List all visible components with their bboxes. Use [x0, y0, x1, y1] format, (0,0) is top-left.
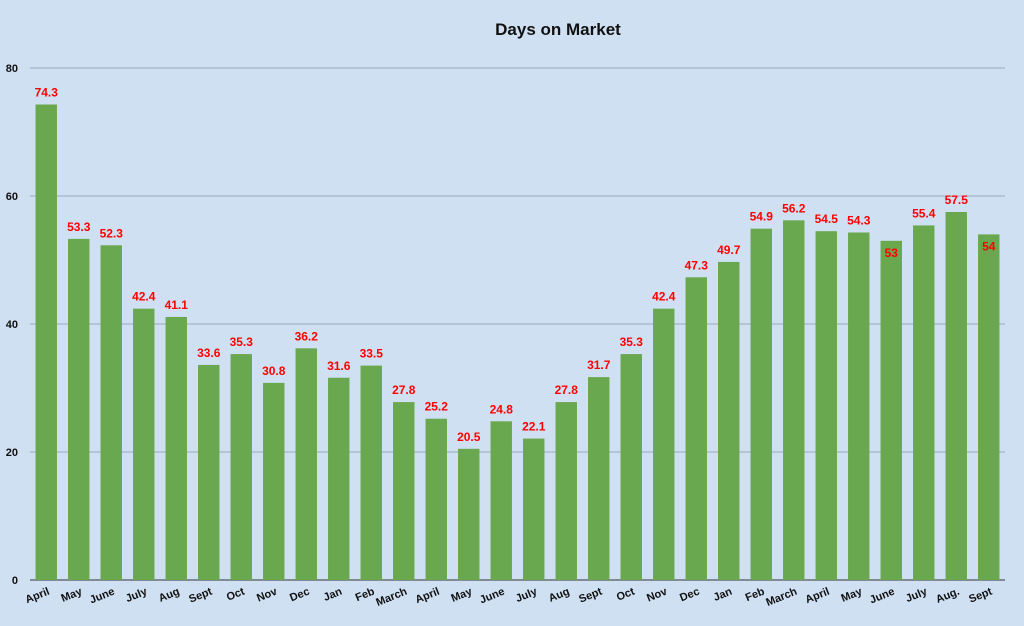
y-tick-label: 0 — [12, 575, 18, 587]
bar — [458, 448, 480, 580]
x-tick-label: June — [478, 586, 506, 607]
x-tick-label: Oct — [225, 586, 247, 604]
data-label: 42.4 — [132, 290, 156, 304]
x-tick-label: Feb — [744, 586, 767, 605]
data-label: 56.2 — [782, 201, 806, 215]
bar — [815, 231, 837, 580]
x-tick-label: April — [24, 586, 52, 607]
bar — [588, 377, 610, 580]
y-tick-label: 60 — [6, 191, 18, 203]
x-tick-label: Sept — [187, 586, 214, 606]
x-tick-label: June — [868, 586, 896, 607]
data-label: 55.4 — [912, 206, 936, 220]
x-tick-label: March — [374, 586, 409, 609]
bar — [68, 238, 90, 580]
x-tick-label: April — [414, 586, 442, 607]
data-label: 25.2 — [425, 400, 449, 414]
x-tick-label: Aug. — [934, 586, 961, 606]
y-tick-label: 20 — [6, 447, 18, 459]
data-label: 35.3 — [620, 335, 644, 349]
x-tick-label: Dec — [678, 586, 701, 605]
bar — [750, 228, 772, 580]
data-label: 74.3 — [35, 85, 59, 99]
bar — [393, 402, 415, 580]
data-label: 41.1 — [165, 298, 189, 312]
bar — [783, 220, 805, 580]
data-label: 30.8 — [262, 364, 286, 378]
x-tick-label: July — [124, 585, 150, 605]
bar — [133, 308, 155, 580]
data-label: 27.8 — [392, 383, 416, 397]
data-label: 52.3 — [100, 226, 124, 240]
data-label: 53 — [885, 246, 899, 260]
x-tick-label: Nov — [255, 585, 280, 604]
data-label: 53.3 — [67, 220, 91, 234]
data-label: 49.7 — [717, 243, 741, 257]
bar — [263, 382, 285, 580]
x-tick-label: May — [840, 585, 865, 604]
bar — [978, 234, 1000, 580]
data-label: 33.6 — [197, 346, 221, 360]
bar — [425, 418, 447, 580]
y-tick-label: 80 — [6, 63, 18, 75]
x-tick-label: Feb — [354, 586, 377, 605]
bar — [35, 104, 57, 580]
data-label: 20.5 — [457, 430, 481, 444]
bar — [945, 212, 967, 580]
bar — [718, 261, 740, 580]
bar — [165, 316, 187, 580]
x-tick-label: April — [804, 586, 832, 607]
bar — [360, 365, 382, 580]
x-tick-label: May — [60, 585, 85, 604]
bar — [685, 277, 707, 580]
x-tick-label: Aug — [157, 586, 181, 605]
bar — [848, 232, 870, 581]
data-label: 35.3 — [230, 335, 254, 349]
y-tick-label: 40 — [6, 319, 18, 331]
bar — [100, 245, 122, 580]
data-label: 54.5 — [815, 212, 839, 226]
x-tick-label: Sept — [577, 586, 604, 606]
bar — [198, 364, 220, 580]
data-label: 31.6 — [327, 359, 351, 373]
x-tick-label: July — [514, 585, 540, 605]
x-tick-label: May — [450, 585, 475, 604]
bar — [490, 421, 512, 580]
data-label: 47.3 — [685, 258, 709, 272]
data-label: 27.8 — [555, 383, 579, 397]
data-label: 33.5 — [360, 347, 384, 361]
chart-title: Days on Market — [495, 20, 621, 39]
data-label: 22.1 — [522, 420, 546, 434]
bar — [913, 225, 935, 580]
x-tick-label: Jan — [712, 586, 734, 604]
bar — [230, 354, 252, 580]
x-tick-label: June — [88, 586, 116, 607]
x-tick-label: July — [904, 585, 930, 605]
data-label: 54 — [982, 239, 996, 253]
bar — [295, 348, 317, 580]
data-label: 54.9 — [750, 210, 774, 224]
data-label: 24.8 — [490, 402, 514, 416]
x-tick-label: Dec — [288, 586, 311, 605]
data-label: 57.5 — [945, 193, 969, 207]
x-tick-label: Jan — [322, 586, 344, 604]
x-tick-label: Sept — [967, 586, 994, 606]
bar — [555, 402, 577, 580]
bar — [880, 240, 902, 581]
x-tick-label: Aug — [547, 586, 571, 605]
bar — [328, 377, 350, 580]
bar — [523, 438, 545, 580]
x-tick-label: Oct — [615, 586, 637, 604]
data-label: 36.2 — [295, 329, 319, 343]
data-label: 42.4 — [652, 290, 676, 304]
x-tick-label: March — [764, 586, 799, 609]
data-label: 54.3 — [847, 213, 871, 227]
data-label: 31.7 — [587, 358, 611, 372]
bar — [653, 308, 675, 580]
x-tick-label: Nov — [645, 585, 670, 604]
bar — [620, 354, 642, 580]
